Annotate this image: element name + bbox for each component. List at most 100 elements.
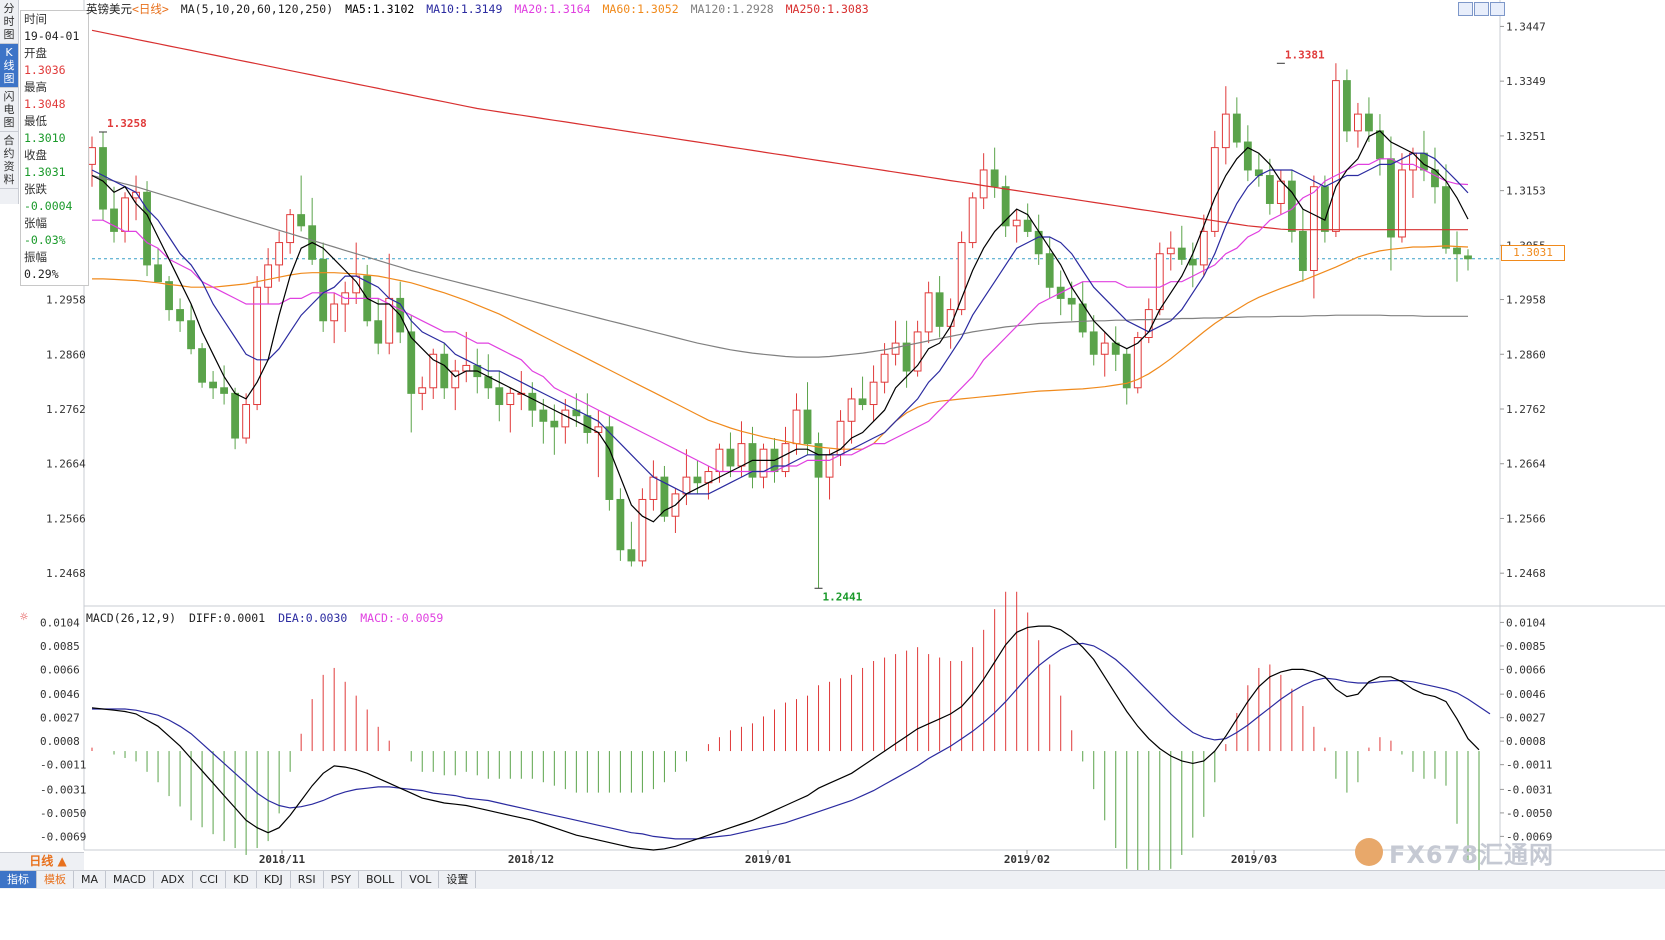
fit-icon[interactable] <box>1458 2 1473 16</box>
low-label: 最低 <box>24 114 47 128</box>
left-price-tick-label: 1.2958 <box>46 294 86 307</box>
tab-timeshare[interactable]: 分时图 <box>0 0 18 44</box>
candle <box>726 432 735 478</box>
indicator-tab-4[interactable]: ADX <box>154 871 193 888</box>
candle <box>1298 209 1307 282</box>
ma10-value: MA10:1.3149 <box>426 2 503 16</box>
ma250-line <box>91 29 1468 231</box>
macd-legend: MACD(26,12,9) DIFF:0.0001 DEA:0.0030 MAC… <box>86 611 449 625</box>
candle <box>1034 214 1043 265</box>
indicator-tab-2[interactable]: MA <box>74 871 107 888</box>
tab-kline[interactable]: K线图 <box>0 44 18 88</box>
candle <box>1453 231 1461 282</box>
candle <box>957 231 966 316</box>
macd-tick-label: -0.0031 <box>1506 783 1552 796</box>
date-tick-label: 2019/01 <box>745 853 792 866</box>
candle <box>209 371 218 399</box>
candle <box>1166 231 1175 271</box>
candle <box>165 276 173 321</box>
indicator-tab-12[interactable]: 设置 <box>439 871 477 888</box>
candle <box>121 192 129 243</box>
amplitude-label: 振幅 <box>24 250 47 264</box>
macd-left-tick-label: 0.0008 <box>40 735 80 748</box>
price-tick-label: 1.2664 <box>1506 458 1546 471</box>
high-label: 最高 <box>24 80 47 94</box>
candle <box>319 242 328 332</box>
candles <box>88 63 1472 589</box>
indicator-tabs: 指标 模板 MA MACD ADX CCI KD KDJ RSI PSY BOLL VOL 设置 <box>0 870 1665 889</box>
macd-tick-label: 0.0008 <box>1506 735 1546 748</box>
candle <box>231 387 240 450</box>
indicator-tab-10[interactable]: BOLL <box>359 871 403 888</box>
ma120-line <box>91 174 1468 358</box>
macd-left-tick-label: 0.0066 <box>40 663 80 676</box>
candle <box>803 382 812 455</box>
price-tick-label: 1.2468 <box>1506 567 1546 580</box>
macd-left-tick-label: 0.0046 <box>40 688 80 701</box>
date-tick-label: 2019/02 <box>1004 853 1050 866</box>
indicator-tab-8[interactable]: RSI <box>291 871 324 888</box>
time-label: 时间 <box>24 12 47 26</box>
indicator-tab-11[interactable]: VOL <box>402 871 440 888</box>
candle <box>198 343 206 388</box>
candle <box>1210 130 1219 237</box>
current-price-label: 1.3031 <box>1501 245 1565 261</box>
zoom-icon[interactable] <box>1474 2 1489 16</box>
crosshair-info-panel: 时间 19-04-01 开盘 1.3036 最高 1.3048 最低 1.301… <box>20 10 89 286</box>
indicator-tab-5[interactable]: CCI <box>193 871 227 888</box>
candle <box>671 488 680 533</box>
candle <box>1012 209 1021 243</box>
date-tick-label: 2018/12 <box>508 853 554 866</box>
candle <box>1265 158 1274 215</box>
change-value: -0.0004 <box>24 199 73 213</box>
candle <box>627 521 636 567</box>
macd-axis: 0.0104 0.0104 0.0085 0.0085 0.0066 0.0066 0.00… <box>40 616 1552 843</box>
candle <box>1177 225 1186 265</box>
candle <box>583 393 592 444</box>
time-value: 19-04-01 <box>24 29 80 43</box>
macd-settings-icon[interactable]: ☼ <box>20 610 28 625</box>
candle <box>748 426 757 489</box>
indicator-tab-1[interactable]: 模板 <box>37 871 74 888</box>
candle <box>297 175 306 232</box>
indicator-tab-0[interactable]: 指标 <box>0 871 37 888</box>
dea-line <box>92 642 1491 840</box>
price-tick-label: 1.3349 <box>1506 75 1546 88</box>
candle <box>737 421 746 478</box>
indicator-tab-3[interactable]: MACD <box>106 871 154 888</box>
candle <box>1331 63 1340 237</box>
candle <box>1243 125 1252 182</box>
period-select-button[interactable]: 日线 ▲ <box>29 854 67 868</box>
indicator-tab-6[interactable]: KD <box>226 871 257 888</box>
candle <box>561 398 570 444</box>
ma-legend: 英镑美元<日线> MA(5,10,20,60,120,250) MA5:1.31… <box>86 1 874 17</box>
candle <box>836 410 845 466</box>
candle <box>1221 86 1230 165</box>
pct-label: 张幅 <box>24 216 47 230</box>
ma120-value: MA120:1.2928 <box>690 2 774 16</box>
extreme-label-low1: 1.2441 <box>823 590 863 603</box>
indicator-tab-9[interactable]: PSY <box>324 871 359 888</box>
macd-tick-label: 0.0066 <box>1506 663 1546 676</box>
diff-line <box>91 625 1480 851</box>
price-tick-label: 1.2566 <box>1506 512 1546 525</box>
candle <box>1254 153 1263 187</box>
tab-flash[interactable]: 闪电图 <box>0 88 18 132</box>
tab-contract-info[interactable]: 合约资料 <box>0 132 18 189</box>
macd-histogram <box>91 591 1480 870</box>
candle <box>341 281 350 332</box>
kline-chart[interactable]: 1.34471.33491.32511.31531.30551.29581.28… <box>0 0 1665 870</box>
candle <box>264 248 273 304</box>
price-tick-label: 1.2762 <box>1506 403 1546 416</box>
indicator-tab-7[interactable]: KDJ <box>257 871 291 888</box>
left-price-tick-label: 1.2566 <box>46 512 86 525</box>
price-axis: 1.34471.33491.32511.31531.30551.29581.28… <box>1500 20 1546 580</box>
candle <box>550 404 559 455</box>
candle <box>1111 326 1120 372</box>
amplitude-value: 0.29% <box>24 267 59 281</box>
price-tick-label: 1.3447 <box>1506 20 1546 33</box>
candle <box>792 393 801 455</box>
macd-tick-label: 0.0085 <box>1506 640 1546 653</box>
candle <box>462 331 471 383</box>
minimize-icon[interactable] <box>1490 2 1505 16</box>
